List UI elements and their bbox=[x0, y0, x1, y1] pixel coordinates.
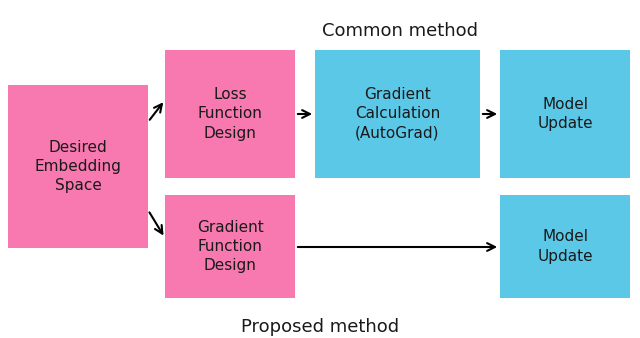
Text: Model
Update: Model Update bbox=[537, 230, 593, 264]
Bar bbox=[165, 195, 295, 298]
Text: Desired
Embedding
Space: Desired Embedding Space bbox=[35, 140, 122, 193]
Text: Gradient
Function
Design: Gradient Function Design bbox=[196, 220, 264, 273]
Text: Proposed method: Proposed method bbox=[241, 318, 399, 336]
Text: Common method: Common method bbox=[322, 22, 478, 40]
Bar bbox=[500, 195, 630, 298]
Text: Model
Update: Model Update bbox=[537, 97, 593, 131]
Bar bbox=[500, 50, 630, 178]
Bar bbox=[315, 50, 480, 178]
Text: Gradient
Calculation
(AutoGrad): Gradient Calculation (AutoGrad) bbox=[355, 87, 440, 141]
Text: Loss
Function
Design: Loss Function Design bbox=[198, 87, 262, 141]
Bar bbox=[8, 85, 148, 248]
Bar bbox=[165, 50, 295, 178]
